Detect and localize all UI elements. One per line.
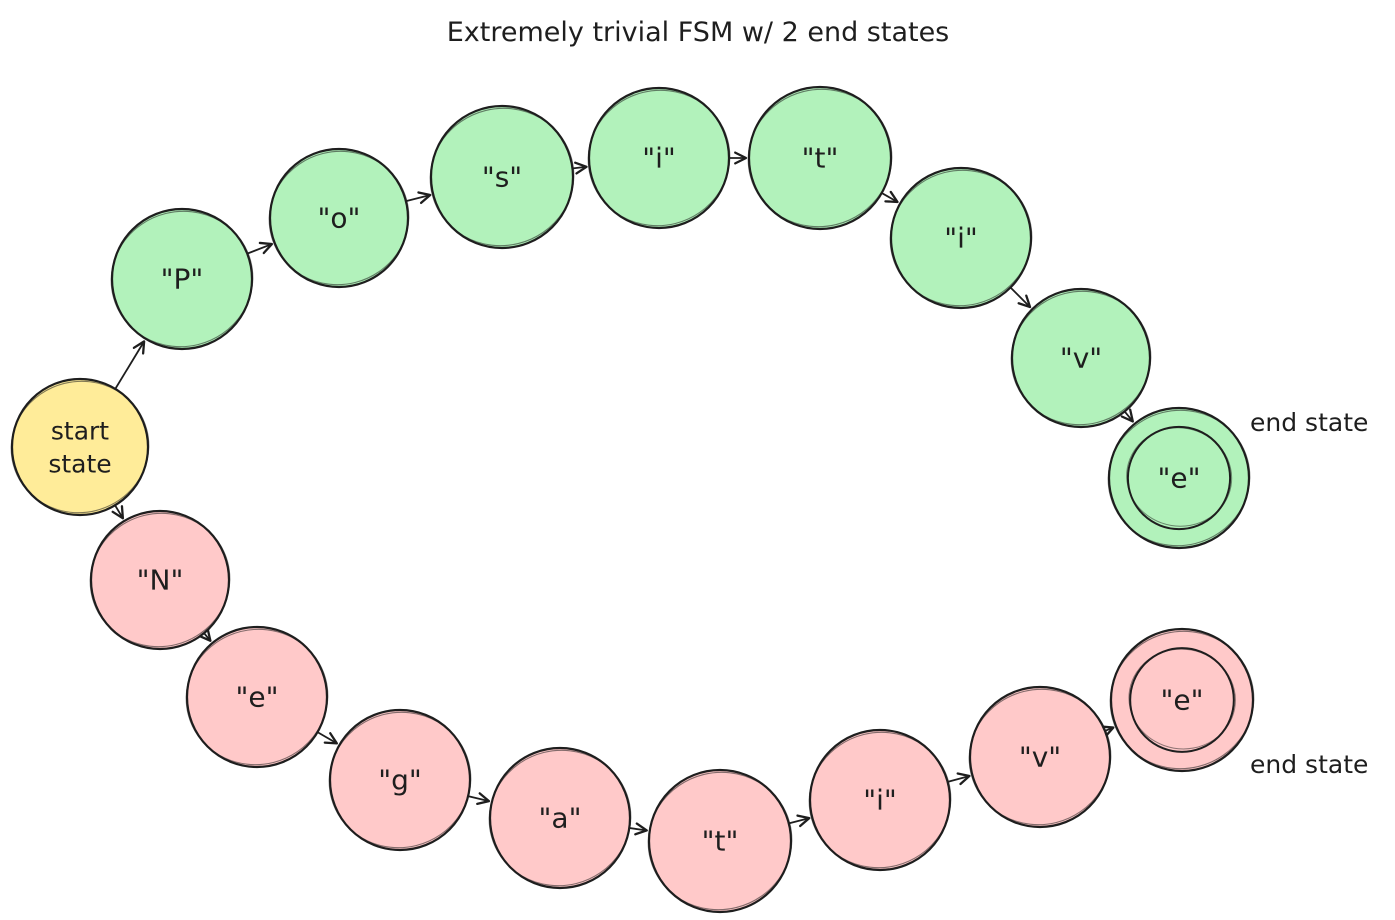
sketch-stroke — [110, 210, 254, 348]
state-node-neg-v: "v" — [968, 685, 1112, 829]
state-circle — [488, 746, 632, 890]
state-circle — [328, 708, 472, 852]
state-node-neg-i: "i" — [808, 728, 952, 872]
state-label: "i" — [863, 784, 897, 817]
state-node-pos-t: "t" — [747, 85, 893, 231]
states-layer: start state "P" "o" "s" "i" "t" "i" "v" "e" "N" "e"… — [10, 85, 1255, 914]
state-label: "g" — [378, 764, 422, 797]
annotations-layer: end state end state — [1250, 408, 1368, 779]
end-state-inner-circle — [1126, 425, 1232, 531]
state-node-pos-s: "s" — [429, 104, 575, 250]
sketch-stroke — [968, 688, 1112, 826]
state-circle — [968, 685, 1112, 829]
state-node-start: start state — [10, 377, 150, 517]
state-node-neg-e2: "e" — [1109, 627, 1255, 773]
state-label: "s" — [482, 161, 522, 194]
state-label: "v" — [1019, 741, 1061, 774]
sketch-stroke — [647, 771, 793, 911]
sketch-stroke — [328, 711, 472, 849]
state-label: "t" — [702, 825, 739, 858]
state-label: "e" — [1158, 462, 1201, 495]
sketch-stroke — [1128, 648, 1236, 750]
state-label: start state — [48, 416, 111, 478]
state-circle — [268, 147, 410, 289]
sketch-stroke — [808, 731, 952, 869]
sketch-stroke — [587, 89, 731, 227]
state-node-pos-i2: "i" — [889, 166, 1033, 310]
sketch-stroke — [268, 150, 410, 286]
end-state-inner-circle — [1129, 647, 1235, 753]
state-label: "i" — [944, 222, 978, 255]
sketch-stroke — [747, 88, 893, 228]
state-circle — [587, 86, 731, 230]
sketch-stroke — [889, 169, 1033, 307]
state-label: "e" — [1161, 684, 1204, 717]
state-label: "v" — [1060, 342, 1102, 375]
state-circle — [429, 104, 575, 250]
sketch-stroke — [429, 107, 575, 247]
state-node-pos-v: "v" — [1010, 287, 1152, 429]
state-label: "N" — [137, 564, 184, 597]
state-circle — [10, 377, 150, 517]
state-node-neg-g: "g" — [328, 708, 472, 852]
state-node-neg-n: "N" — [89, 509, 231, 651]
state-node-pos-i1: "i" — [587, 86, 731, 230]
sketch-stroke — [89, 512, 231, 648]
sketch-stroke — [1107, 409, 1251, 547]
state-circle — [647, 768, 793, 914]
state-circle — [889, 166, 1033, 310]
state-circle — [185, 625, 329, 769]
state-label: "e" — [236, 681, 279, 714]
state-node-pos-e: "e" — [1107, 406, 1251, 550]
state-node-pos-p: "P" — [110, 207, 254, 351]
sketch-stroke — [488, 749, 632, 887]
state-circle — [747, 85, 893, 231]
state-node-pos-o: "o" — [268, 147, 410, 289]
state-circle — [110, 207, 254, 351]
sketch-stroke — [10, 380, 150, 514]
state-label: "t" — [802, 142, 839, 175]
sketch-stroke — [1010, 290, 1152, 426]
sketch-stroke — [1126, 427, 1233, 527]
state-label: "a" — [539, 802, 582, 835]
state-node-neg-t: "t" — [647, 768, 793, 914]
state-node-neg-e1: "e" — [185, 625, 329, 769]
state-circle — [1010, 287, 1152, 429]
state-circle — [89, 509, 231, 651]
end-state-label: end state — [1250, 408, 1368, 437]
state-label: "P" — [161, 263, 204, 296]
diagram-title: Extremely trivial FSM w/ 2 end states — [447, 17, 950, 48]
state-label: "i" — [642, 142, 676, 175]
state-node-neg-a: "a" — [488, 746, 632, 890]
sketch-stroke — [185, 628, 329, 766]
end-state-label: end state — [1250, 750, 1368, 779]
state-circle — [808, 728, 952, 872]
state-label: "o" — [318, 202, 361, 235]
sketch-stroke — [1109, 630, 1255, 770]
